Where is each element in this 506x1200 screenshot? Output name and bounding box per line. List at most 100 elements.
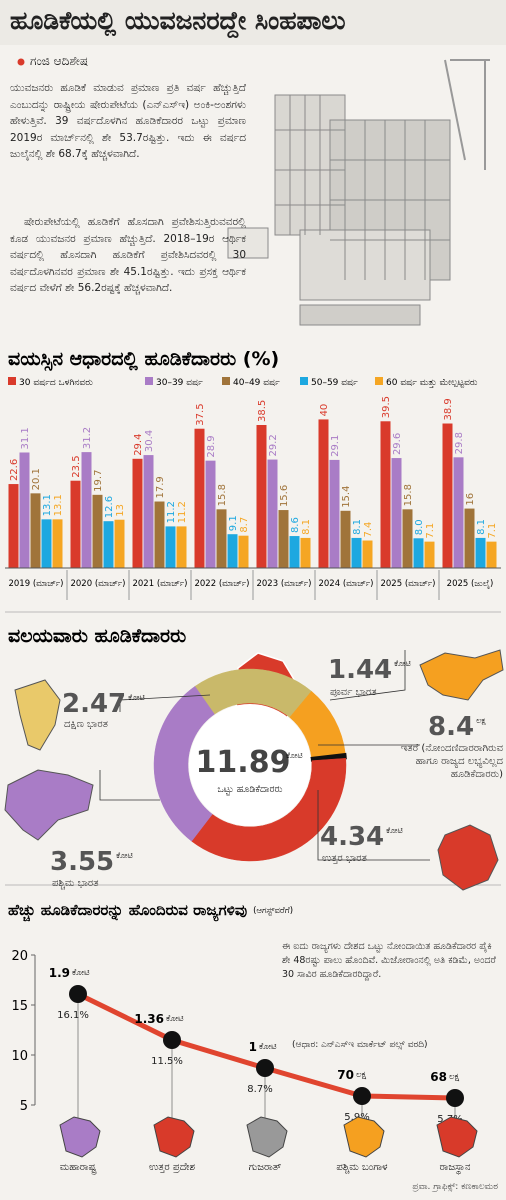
x-tick-label: ಮಹಾರಾಷ್ಟ್ರ <box>60 1162 98 1175</box>
data-label: 40 <box>319 404 330 417</box>
connector <box>99 770 160 801</box>
point <box>446 1089 464 1107</box>
bar <box>103 521 114 568</box>
illustration <box>227 59 490 326</box>
x-tick-label: 2024 (ಮಾರ್ಚ್) <box>318 579 373 589</box>
donut-segment <box>191 758 347 862</box>
connector <box>317 790 430 861</box>
data-label: 13 <box>115 504 126 517</box>
x-tick-label: ಉತ್ತರ ಪ್ರದೇಶ <box>149 1162 195 1173</box>
data-label: 11.2 <box>166 501 177 523</box>
region-name: ಇತರೆ (ನೋಂದಣಿದಾರರಾಗಿರುವ ಹಾಗೂ ರಾಜ್ಯದ ಲಭ್ಯವ… <box>400 743 503 780</box>
bar <box>340 510 351 568</box>
bar <box>391 458 402 568</box>
chart-title: ವಲಯವಾರು ಹೂಡಿಕೆದಾರರು <box>8 625 186 647</box>
x-tick-label: ರಾಜಸ್ಥಾನ <box>440 1162 471 1175</box>
data-label: 22.6 <box>9 459 20 481</box>
data-label: 8.7% <box>247 1084 272 1095</box>
byline: ಗಂಜಿ ಆದಿಶೇಷ <box>30 54 89 68</box>
data-label: 29.6 <box>392 433 403 455</box>
center-value: 11.89 <box>196 745 291 780</box>
region-name: ಪಶ್ಚಿಮ ಭಾರತ <box>52 878 99 889</box>
bar <box>30 493 41 568</box>
bar <box>132 458 143 568</box>
region-value: 1.44 <box>328 655 392 685</box>
data-label: 29.1 <box>330 435 341 457</box>
data-label: 37.5 <box>195 403 206 425</box>
bar <box>402 509 413 568</box>
data-label: 28.9 <box>206 435 217 457</box>
region-value: 4.34 <box>320 822 384 852</box>
data-label: 31.2 <box>82 427 93 449</box>
point <box>353 1087 371 1105</box>
bar <box>256 425 267 568</box>
data-label: 7.1 <box>487 523 498 539</box>
region-unit: ಕೋಟಿ <box>394 659 411 668</box>
data-label: 8.6 <box>290 517 301 533</box>
region-value: 8.4 <box>428 712 474 742</box>
data-label: 15.6 <box>279 485 290 507</box>
donut-hole <box>189 704 311 826</box>
bar <box>289 536 300 568</box>
bar <box>154 501 165 568</box>
investor-value: 1 <box>249 1040 257 1054</box>
point <box>163 1031 181 1049</box>
legend-swatch <box>300 377 308 385</box>
bar <box>413 538 424 568</box>
y-tick-label: 5 <box>20 1099 28 1114</box>
data-label: 29.4 <box>133 434 144 456</box>
data-label: 8.1 <box>352 519 363 535</box>
state-map <box>59 1116 101 1158</box>
data-label: 23.5 <box>71 455 82 477</box>
chart-title-note: (ಆಗಸ್ಟ್‌ವರೆಗೆ) <box>253 906 293 916</box>
legend-swatch <box>145 377 153 385</box>
investor-unit: ಲಕ್ಷ <box>449 1072 460 1082</box>
note: ಈ ಐದು ರಾಜ್ಯಗಳು ದೇಶದ ಒಟ್ಟು ನೋಂದಾಯಿತ ಹೂಡಿಕ… <box>282 941 496 980</box>
data-label: 11.2 <box>177 501 188 523</box>
bar <box>486 541 497 568</box>
investor-value: 68 <box>430 1070 447 1084</box>
data-label: 17.9 <box>155 476 166 498</box>
bar <box>300 537 311 568</box>
legend-label: 60 ವರ್ಷ ಮತ್ತು ಮೇಲ್ಪಟ್ಟವರು <box>386 378 478 388</box>
state-map <box>153 1116 195 1158</box>
legend-label: 40–49 ವರ್ಷ <box>233 378 280 388</box>
state-map <box>436 1116 478 1158</box>
bar <box>380 421 391 568</box>
data-label: 38.5 <box>257 400 268 422</box>
x-tick-label: 2020 (ಮಾರ್ಚ್) <box>70 579 125 589</box>
legend-label: 30 ವರ್ಷದ ಒಳಗಿನವರು <box>19 378 93 388</box>
bar <box>453 457 464 568</box>
donut-segment <box>153 686 215 842</box>
data-label: 15.8 <box>403 484 414 506</box>
legend-label: 50–59 ವರ್ಷ <box>311 378 358 388</box>
bar <box>475 537 486 568</box>
bar <box>278 510 289 568</box>
data-label: 7.1 <box>425 523 436 539</box>
legend-label: 30–39 ವರ್ಷ <box>156 378 203 388</box>
paragraph: ಷೇರುಪೇಟೆಯಲ್ಲಿ ಹೂಡಿಕೆಗೆ ಹೊಸದಾಗಿ ಪ್ರವೇಶಿಸು… <box>10 216 246 294</box>
data-label: 12.6 <box>104 496 115 518</box>
x-tick-label: 2019 (ಮಾರ್ಚ್) <box>8 579 63 589</box>
bar <box>176 526 187 568</box>
investor-value: 1.36 <box>134 1012 164 1026</box>
bar <box>464 508 475 568</box>
bar <box>143 455 154 568</box>
data-label: 29.8 <box>454 432 465 454</box>
bar <box>238 535 249 568</box>
bar <box>92 494 103 568</box>
byline-dot <box>17 58 25 66</box>
chart-title: ಹೆಚ್ಚು ಹೂಡಿಕೆದಾರರನ್ನು ಹೊಂದಿರುವ ರಾಜ್ಯಗಳಿವ… <box>8 901 247 922</box>
bar <box>442 423 453 568</box>
point <box>256 1059 274 1077</box>
x-tick-label: 2023 (ಮಾರ್ಚ್) <box>256 579 311 589</box>
data-label: 29.2 <box>268 434 279 456</box>
data-label: 9.1 <box>228 515 239 531</box>
bar <box>194 428 205 568</box>
region-unit: ಕೋಟಿ <box>116 851 133 860</box>
legend-swatch <box>222 377 230 385</box>
legend-swatch <box>8 377 16 385</box>
bar <box>19 452 30 568</box>
point <box>69 985 87 1003</box>
